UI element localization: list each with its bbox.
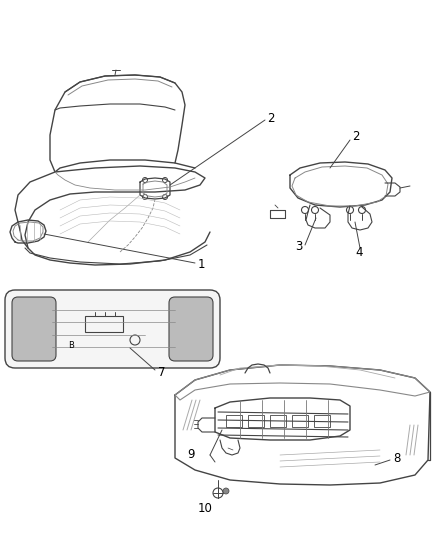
- Text: 2: 2: [352, 131, 360, 143]
- Text: 4: 4: [355, 246, 363, 259]
- Bar: [314, 415, 330, 427]
- Text: 2: 2: [267, 111, 275, 125]
- Bar: [85, 316, 123, 332]
- Text: B: B: [68, 341, 74, 350]
- Text: 10: 10: [198, 502, 213, 514]
- Text: 9: 9: [187, 448, 195, 462]
- Bar: [270, 415, 286, 427]
- Bar: [248, 415, 264, 427]
- Text: 3: 3: [295, 240, 302, 254]
- FancyBboxPatch shape: [169, 297, 213, 361]
- Text: 7: 7: [158, 366, 166, 378]
- Text: 1: 1: [198, 257, 205, 271]
- Circle shape: [223, 488, 229, 494]
- Bar: [292, 415, 308, 427]
- FancyBboxPatch shape: [5, 290, 220, 368]
- Bar: [226, 415, 242, 427]
- Text: 8: 8: [393, 453, 400, 465]
- FancyBboxPatch shape: [12, 297, 56, 361]
